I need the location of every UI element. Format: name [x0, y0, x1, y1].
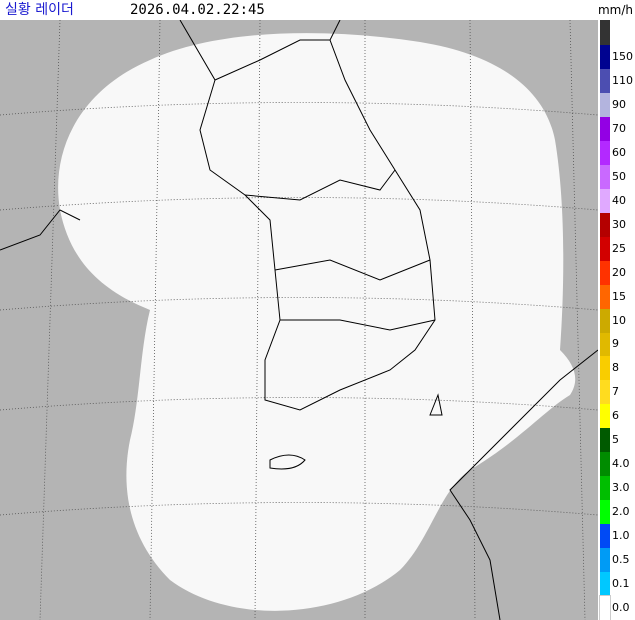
legend-label: 150 [612, 49, 633, 63]
legend-swatch [600, 500, 610, 525]
grid [0, 20, 598, 620]
legend-swatch [600, 332, 610, 357]
legend-label: 2.0 [612, 505, 630, 519]
legend-swatch [600, 380, 610, 405]
legend-swatch [600, 548, 610, 573]
legend-swatch [600, 452, 610, 477]
legend-swatch [600, 68, 610, 94]
legend-label: 0.5 [612, 553, 630, 567]
legend-label: 50 [612, 169, 626, 183]
legend-label: 60 [612, 145, 626, 159]
legend-label: 1.0 [612, 529, 630, 543]
legend-swatch [599, 595, 611, 620]
legend-label: 8 [612, 361, 619, 375]
legend-swatch [600, 524, 610, 549]
legend-swatch [600, 236, 610, 262]
legend-swatch [600, 212, 610, 238]
legend-label: 3.0 [612, 481, 630, 495]
legend-label: 6 [612, 409, 619, 423]
radar-coverage [58, 33, 576, 611]
legend-swatch [600, 308, 610, 333]
legend-label: 9 [612, 337, 619, 351]
legend-label: 70 [612, 121, 626, 135]
legend-label: 40 [612, 193, 626, 207]
legend-label: 90 [612, 97, 626, 111]
legend-swatch [600, 164, 610, 190]
legend-swatch [600, 284, 610, 310]
legend-swatch [600, 572, 610, 597]
legend-swatch [600, 476, 610, 501]
legend-swatch [600, 140, 610, 166]
legend-label: 0.0 [612, 601, 630, 615]
legend-label: 5 [612, 433, 619, 447]
coastline [0, 20, 598, 620]
unit: mm/h [597, 3, 633, 17]
legend-swatch [600, 356, 610, 381]
legend-label: 110 [612, 73, 633, 87]
legend-swatch [600, 404, 610, 429]
radar-map [0, 20, 598, 620]
legend-swatch [600, 188, 610, 214]
legend-label: 0.1 [612, 577, 630, 591]
legend-label: 7 [612, 385, 619, 399]
legend-swatch [600, 116, 610, 142]
legend-swatch [600, 45, 610, 70]
legend-cap [600, 20, 610, 45]
legend-swatch [600, 260, 610, 286]
legend-label: 10 [612, 313, 626, 327]
legend-label: 4.0 [612, 457, 630, 471]
legend-label: 30 [612, 217, 626, 231]
legend-label: 20 [612, 265, 626, 279]
legend-label: 25 [612, 241, 626, 255]
legend-swatch [600, 428, 610, 453]
title: 실황 레이더 [5, 2, 74, 18]
legend-label: 15 [612, 289, 626, 303]
legend-swatch [600, 92, 610, 118]
timestamp: 2026.04.02.22:45 [130, 2, 265, 18]
legend: 150 110 90 70 60 50 40 30 25 20 15 10 9 8 7 6 5 4.0 3.0 2.0… [599, 20, 635, 620]
